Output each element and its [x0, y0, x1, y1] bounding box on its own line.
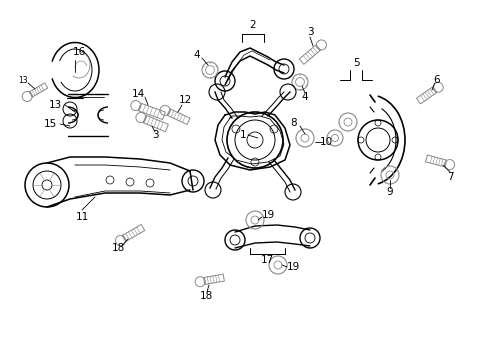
- Text: 14: 14: [131, 89, 145, 99]
- Text: 2: 2: [250, 20, 256, 30]
- Text: 9: 9: [387, 187, 393, 197]
- Text: 17: 17: [260, 255, 273, 265]
- Text: 19: 19: [286, 262, 299, 272]
- Text: 6: 6: [434, 75, 441, 85]
- Text: 12: 12: [178, 95, 192, 105]
- Text: 13: 13: [18, 76, 28, 85]
- Text: 5: 5: [353, 58, 359, 68]
- Text: 16: 16: [73, 47, 86, 57]
- Text: 19: 19: [261, 210, 274, 220]
- Text: 1: 1: [240, 130, 246, 140]
- Text: 15: 15: [44, 119, 57, 129]
- Text: 4: 4: [302, 92, 308, 102]
- Text: 3: 3: [307, 27, 313, 37]
- Text: 10: 10: [319, 137, 333, 147]
- Text: 8: 8: [291, 118, 297, 128]
- Text: 3: 3: [152, 130, 158, 140]
- Text: 18: 18: [111, 243, 124, 253]
- Text: 7: 7: [447, 172, 453, 182]
- Text: 18: 18: [199, 291, 213, 301]
- Text: 11: 11: [75, 212, 89, 222]
- Text: 13: 13: [49, 100, 62, 110]
- Text: 4: 4: [194, 50, 200, 60]
